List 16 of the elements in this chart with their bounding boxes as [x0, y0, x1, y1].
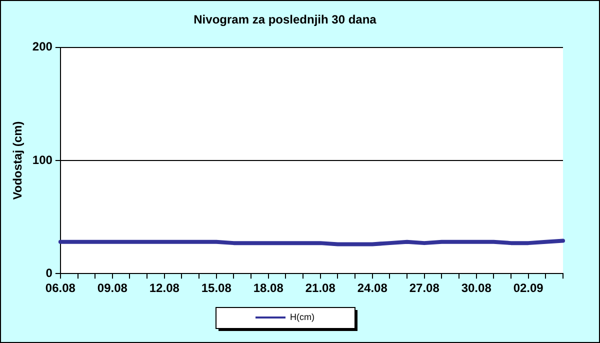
x-tick-label: 15.08 — [201, 281, 232, 296]
y-axis-title: Vodostaj (cm) — [10, 121, 25, 200]
x-tick-label: 24.08 — [357, 281, 388, 296]
x-tick-label: 18.08 — [253, 281, 284, 296]
x-tick-label: 09.08 — [97, 281, 128, 296]
x-tick-label: 02.09 — [513, 281, 544, 296]
x-tick-label: 27.08 — [409, 281, 440, 296]
x-tick-label: 06.08 — [45, 281, 76, 296]
x-tick-label: 21.08 — [305, 281, 336, 296]
x-tick-label: 12.08 — [149, 281, 180, 296]
legend-label: H(cm) — [290, 312, 315, 322]
y-tick-label: 100 — [32, 152, 53, 167]
y-tick-label: 200 — [32, 40, 53, 54]
x-tick-label: 30.08 — [461, 281, 492, 296]
chart-title: Nivogram za poslednjih 30 dana — [194, 12, 377, 27]
y-tick-label: 0 — [46, 266, 53, 280]
